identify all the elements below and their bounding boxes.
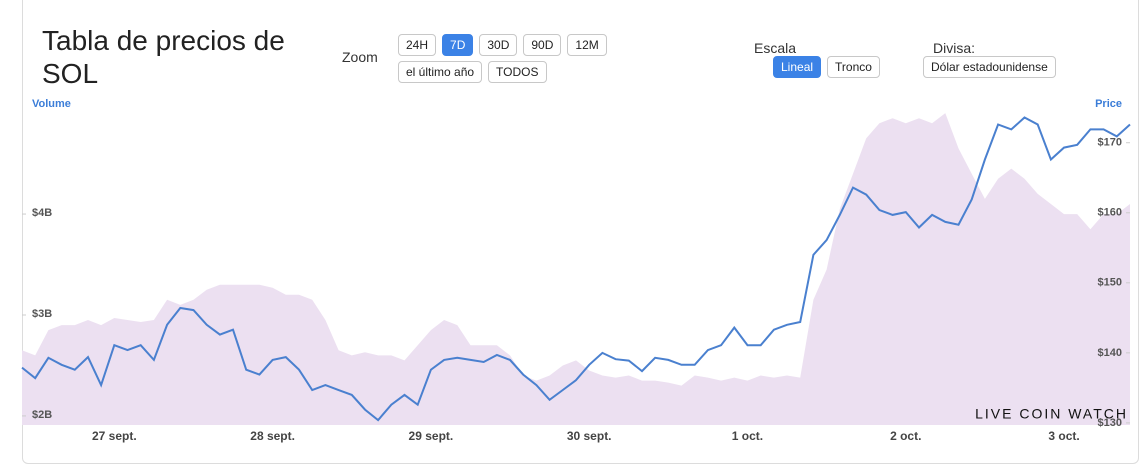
toggle-button[interactable]: 24H [398, 34, 437, 56]
x-tick-label: 28 sept. [250, 429, 295, 443]
currency-buttons: Dólar estadounidense [923, 56, 1056, 78]
toggle-button[interactable]: el último año [398, 61, 483, 83]
toggle-button[interactable]: Tronco [827, 56, 880, 78]
y2-tick-label: $140 [1098, 347, 1122, 359]
volume-area [22, 113, 1130, 425]
toggle-button[interactable]: 12M [567, 34, 607, 56]
x-tick-label: 3 oct. [1048, 429, 1079, 443]
axis-title: Volume [32, 98, 71, 110]
price-line [21, 116, 1131, 422]
y2-tick-label: $160 [1098, 207, 1122, 219]
watermark: LIVE COIN WATCH [975, 406, 1128, 422]
x-tick-label: 2 oct. [890, 429, 921, 443]
x-tick-label: 30 sept. [567, 429, 612, 443]
axis-title: Price [1095, 98, 1122, 110]
currency-button[interactable]: Dólar estadounidense [923, 56, 1056, 78]
scale-buttons: Lineal Tronco [773, 56, 880, 78]
zoom-buttons: 24H 7D 30D 90D 12M el último año TODOS [398, 34, 688, 83]
x-tick-label: 29 sept. [409, 429, 454, 443]
title: Tabla de precios de SOL [42, 25, 285, 89]
y2-tick-label: $150 [1098, 277, 1122, 289]
page: {"header": {"title": "Tabla de precios d… [21, 0, 1139, 464]
toggle-button[interactable]: 30D [479, 34, 518, 56]
y-tick-label: $3B [32, 308, 52, 320]
toggle-button[interactable]: 7D [442, 34, 474, 56]
scale-label: Escala [754, 40, 797, 56]
y2-tick-label: $130 [1098, 417, 1122, 429]
x-tick-label: 27 sept. [92, 429, 137, 443]
chart: Volume Price $2B $3B $4B $130 $140 $150 $160 $170… [21, 98, 1131, 443]
y2-tick-label: $170 [1098, 137, 1122, 149]
toggle-button[interactable]: TODOS [488, 61, 547, 83]
zoom-label: Zoom [342, 49, 378, 65]
y-tick-label: $4B [32, 207, 52, 219]
toggle-button[interactable]: Lineal [773, 56, 822, 78]
x-tick-label: 1 oct. [732, 429, 763, 443]
toggle-button[interactable]: 90D [523, 34, 562, 56]
currency-label: Divisa: [933, 40, 976, 56]
y-tick-label: $2B [32, 409, 52, 421]
